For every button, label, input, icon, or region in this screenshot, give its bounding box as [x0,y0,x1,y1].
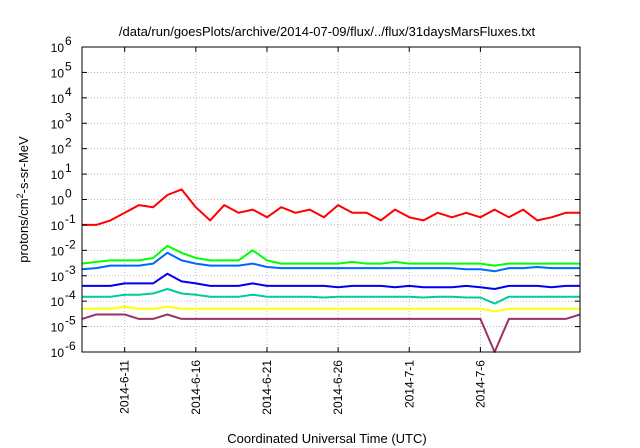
y-tick-exponent: 4 [65,85,72,99]
y-tick-label: 10 [51,346,65,360]
y-tick-base: 10 [51,117,65,131]
y-tick-exponent: -4 [65,288,76,302]
y-tick-label: 10 [51,143,65,157]
y-tick-exponent: -3 [65,263,76,277]
y-tick-label: 10 [51,295,65,309]
axis-ticks [82,46,580,353]
y-tick-label: 10 [51,92,65,106]
y-tick-base: 10 [51,92,65,106]
y-tick-base: 10 [51,194,65,208]
y-axis-title: protons/cm2-s-sr-MeV [15,136,31,263]
y-tick-base: 10 [51,295,65,309]
y-tick-base: 10 [51,41,65,55]
y-tick-base: 10 [51,346,65,360]
x-tick-label: 2014-6-26 [331,360,345,415]
series-line [81,313,581,353]
series-line [82,272,580,290]
series-line [82,288,580,305]
x-tick-label: 2014-6-16 [189,360,203,415]
x-tick-label: 2014-6-11 [118,360,132,414]
y-axis-title-rest: -s-sr-MeV [16,136,31,193]
y-tick-label: 10 [51,66,65,80]
x-tick-label: 2014-7-6 [473,360,487,408]
x-tick-labels: 2014-6-11 2014-6-16 2014-6-21 2014-6-26 2014… [118,360,488,415]
series-line [81,251,580,273]
y-tick-base: 10 [51,143,65,157]
series-line [82,188,580,226]
y-tick-label: 10 [51,321,65,335]
y-tick-exponent: -6 [65,339,76,353]
y-tick-exponent: 2 [65,136,72,150]
y-tick-exponent: 3 [65,110,72,124]
y-axis-title-base: protons/cm [16,198,31,262]
y-axis-title-sup: 2 [15,193,25,198]
y-tick-label: 10 [51,219,65,233]
y-tick-exponent: 1 [65,161,72,175]
y-tick-exponent: -1 [65,212,76,226]
x-tick-label: 2014-6-21 [260,360,274,415]
series-layer [81,188,581,353]
y-tick-label: 10 [51,117,65,131]
y-tick-base: 10 [51,244,65,258]
y-tick-label: 10 [51,41,65,55]
y-tick-base: 10 [51,219,65,233]
y-tick-base: 10 [51,270,65,284]
y-tick-base: 10 [51,168,65,182]
y-tick-label: 10 [51,244,65,258]
x-tick-label: 2014-7-1 [402,360,416,408]
y-tick-base: 10 [51,66,65,80]
series-line [82,305,580,313]
series-line [81,244,580,267]
y-tick-exponent: 0 [65,187,72,201]
y-tick-exponent: -2 [65,237,76,251]
y-tick-label: 10 [51,168,65,182]
y-tick-base: 10 [51,321,65,335]
chart-title: /data/run/goesPlots/archive/2014-07-09/f… [119,24,536,39]
y-tick-exponent: -5 [65,314,76,328]
y-tick-label: 10 [51,194,65,208]
y-tick-exponent: 5 [65,59,72,73]
y-tick-exponent: 6 [65,34,72,48]
y-tick-labels: 10 -610 -510 -410 -310 -210 -110 010 110 210 310 41… [51,34,76,360]
grid [82,46,580,353]
x-axis-title: Coordinated Universal Time (UTC) [227,431,426,446]
y-tick-label: 10 [51,270,65,284]
